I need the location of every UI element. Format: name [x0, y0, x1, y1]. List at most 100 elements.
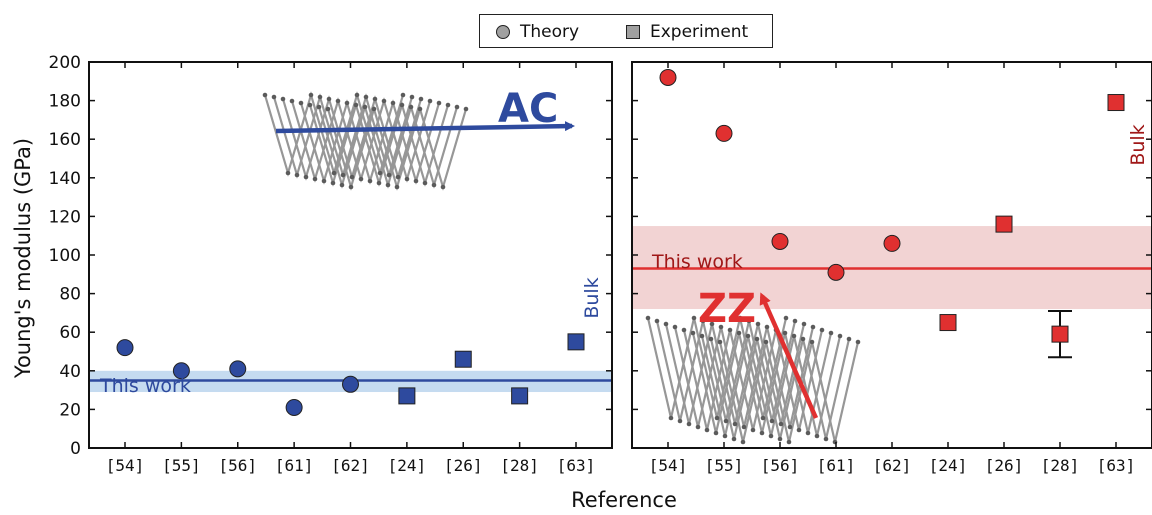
right-lattice-atom: [708, 336, 714, 342]
right-lattice-atom: [690, 330, 696, 336]
left-lattice-atom: [445, 102, 451, 108]
right-x-tick-label: [61]: [817, 456, 856, 475]
right-lattice-atom: [745, 333, 751, 339]
right-lattice-atom: [828, 330, 834, 336]
right-lattice-atom: [796, 427, 802, 433]
right-lattice-atom: [855, 339, 861, 345]
right-x-tick-label: [26]: [985, 456, 1024, 475]
right-lattice-atom: [763, 339, 769, 345]
legend-theory-label: Theory: [520, 22, 580, 42]
left-lattice-atom: [404, 176, 410, 182]
left-lattice-atom: [289, 98, 295, 104]
right-lattice-atom: [732, 421, 738, 427]
y-tick-label: 60: [59, 323, 81, 343]
left-lattice-atom: [454, 104, 460, 110]
right-x-tick-label: [24]: [929, 456, 968, 475]
y-tick-label: 0: [70, 439, 81, 459]
left-lattice-atom: [294, 172, 300, 178]
right-lattice-atom: [809, 339, 815, 345]
right-lattice-atom: [699, 333, 705, 339]
right-lattice-atom: [764, 324, 770, 330]
left-lattice-atom: [372, 96, 378, 102]
right-lattice-atom: [792, 318, 798, 324]
right-lattice-atom: [819, 327, 825, 333]
right-lattice-atom: [782, 330, 788, 336]
right-lattice-atom: [791, 333, 797, 339]
left-theory-point: [172, 362, 190, 380]
right-theory-point: [771, 232, 789, 250]
right-lattice-atom: [723, 418, 729, 424]
y-tick-label: 200: [49, 53, 81, 73]
left-lattice-atom: [316, 104, 322, 110]
left-experiment-point: [511, 387, 529, 405]
right-lattice-atom: [731, 436, 737, 442]
y-tick-label: 100: [49, 246, 81, 266]
left-lattice-atom: [418, 96, 424, 102]
right-lattice-atom: [759, 430, 765, 436]
right-lattice-atom: [787, 424, 793, 430]
left-lattice-atom: [307, 102, 313, 108]
left-lattice-atom: [386, 172, 392, 178]
left-lattice-atom: [440, 184, 446, 190]
right-lattice-atom: [823, 436, 829, 442]
left-lattice-structure-illustration: [262, 91, 469, 191]
ac-direction-label: AC: [498, 86, 558, 132]
left-lattice-atom: [367, 178, 373, 184]
right-lattice-atom: [769, 418, 775, 424]
right-lattice-atom: [727, 327, 733, 333]
right-lattice-atom: [677, 418, 683, 424]
right-x-tick-label: [54]: [649, 456, 688, 475]
right-lattice-atom: [737, 315, 743, 321]
right-x-tick-label: [55]: [705, 456, 744, 475]
left-lattice-atom: [362, 104, 368, 110]
right-theory-point: [883, 234, 901, 252]
left-lattice-atom: [280, 96, 286, 102]
left-lattice-atom: [400, 92, 406, 98]
left-lattice-atom: [344, 100, 350, 106]
right-x-tick-label: [28]: [1041, 456, 1080, 475]
right-lattice-atom: [695, 424, 701, 430]
left-theory-point: [342, 375, 359, 393]
left-lattice-atom: [463, 106, 469, 112]
y-axis-label: Young's modulus (GPa): [11, 138, 35, 379]
left-lattice-atom: [363, 94, 369, 100]
right-lattice-atom: [713, 430, 719, 436]
right-lattice-atom: [691, 315, 697, 321]
y-tick-label: 180: [49, 92, 81, 112]
left-lattice-atom: [312, 176, 318, 182]
left-lattice-atom: [376, 180, 382, 186]
right-lattice-atom: [736, 330, 742, 336]
right-lattice-atom: [700, 318, 706, 324]
right-lattice-atom: [709, 321, 715, 327]
ac-direction-arrow: [275, 121, 575, 134]
left-lattice-atom: [399, 102, 405, 108]
right-experiment-point: [939, 314, 957, 332]
right-theory-point: [827, 263, 845, 281]
y-tick-label: 40: [59, 362, 81, 382]
right-lattice-structure-illustration: [645, 315, 861, 445]
y-tick-label: 120: [49, 207, 81, 227]
left-lattice-atom: [339, 182, 345, 188]
left-lattice-atom: [394, 184, 400, 190]
right-lattice-atom: [768, 433, 774, 439]
left-lattice-atom: [340, 172, 346, 178]
left-experiment-point: [567, 333, 585, 351]
left-lattice-atom: [358, 176, 364, 182]
left-lattice-atom: [371, 106, 377, 112]
left-lattice-atom: [331, 170, 337, 176]
right-lattice-atom: [686, 421, 692, 427]
left-x-tick-label: [56]: [218, 456, 257, 475]
right-lattice-atom: [681, 327, 687, 333]
right-lattice-atom: [714, 415, 720, 421]
right-x-tick-label: [56]: [761, 456, 800, 475]
left-bulk-label: Bulk: [581, 277, 603, 318]
right-lattice-atom: [805, 430, 811, 436]
left-lattice-atom: [417, 106, 423, 112]
right-lattice-atom: [717, 339, 723, 345]
right-lattice-atom: [654, 318, 660, 324]
left-lattice-atom: [409, 94, 415, 100]
left-lattice-atom: [335, 98, 341, 104]
left-lattice-atom: [262, 92, 268, 98]
legend-experiment-label: Experiment: [650, 22, 749, 42]
left-lattice-atom: [348, 184, 354, 190]
